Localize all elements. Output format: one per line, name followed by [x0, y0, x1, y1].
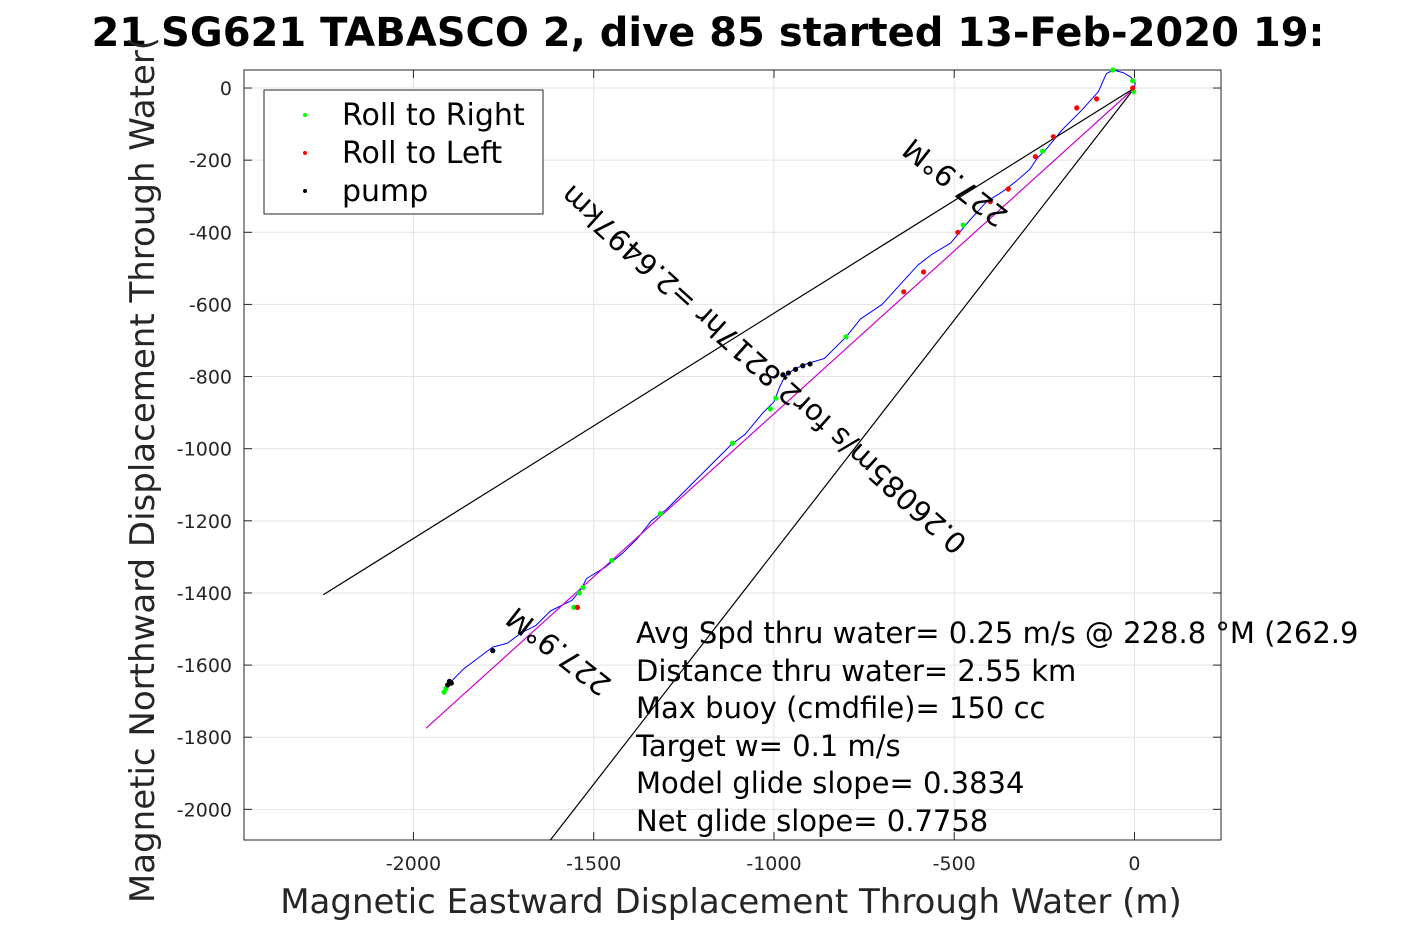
- y-tick-label: 0: [220, 78, 232, 100]
- pump-point: [780, 372, 786, 378]
- pump-point: [800, 363, 806, 369]
- x-tick-label: -1500: [566, 853, 621, 875]
- black-line-upper: [322, 87, 1135, 596]
- legend-marker-pump: [303, 189, 307, 193]
- y-axis-label: Magnetic Northward Displacement Through …: [123, 37, 163, 903]
- roll-to-right-point: [1130, 78, 1136, 84]
- roll-to-right-point: [657, 511, 663, 517]
- axes: [243, 69, 1222, 841]
- roll-to-right-point: [571, 604, 577, 610]
- pump-point: [490, 648, 496, 654]
- roll-to-right-point: [1110, 67, 1116, 73]
- stat-distance: Distance thru water= 2.55 km: [636, 654, 1076, 688]
- stat-avg-speed: Avg Spd thru water= 0.25 m/s @ 228.8 °M …: [636, 616, 1358, 650]
- roll-to-right-point: [773, 395, 779, 401]
- plot-area-frame: [243, 69, 1222, 841]
- roll-to-left-point: [1050, 134, 1056, 140]
- roll-to-left-point: [955, 229, 961, 235]
- roll-to-left-point: [1074, 105, 1080, 111]
- legend-marker-roll-left: [303, 151, 307, 155]
- roll-to-left-point: [1032, 153, 1038, 160]
- roll-to-left-point: [1130, 85, 1136, 91]
- roll-to-left-point: [574, 604, 581, 610]
- x-tick-label: -2000: [386, 853, 441, 875]
- chart-title: 21 SG621 TABASCO 2, dive 85 started 13-F…: [91, 10, 1324, 56]
- roll-to-left-point: [901, 289, 907, 295]
- roll-to-left-point: [920, 269, 927, 275]
- x-tick-label: -500: [933, 853, 976, 875]
- stat-model-glide-slope: Model glide slope= 0.3834: [636, 766, 1024, 800]
- stat-net-glide-slope: Net glide slope= 0.7758: [636, 804, 988, 838]
- roll-to-left-point: [1005, 186, 1011, 192]
- roll-to-right-point: [729, 440, 736, 446]
- x-tick-label: -1000: [746, 853, 801, 875]
- dive-statistics: Avg Spd thru water= 0.25 m/s @ 228.8 °M …: [635, 616, 1358, 838]
- grid: [244, 70, 1221, 840]
- legend-marker-roll-right: [303, 113, 307, 117]
- roll-to-right-point: [843, 334, 849, 340]
- y-tick-label: -1800: [177, 727, 232, 749]
- y-tick-label: -2000: [177, 799, 232, 821]
- stat-max-buoy: Max buoy (cmdfile)= 150 cc: [636, 691, 1045, 725]
- y-tick-label: -600: [189, 294, 232, 316]
- pump-point: [785, 370, 791, 376]
- y-tick-label: -1400: [177, 583, 232, 605]
- axis-ticks: -2000 -1500 -1000 -500 0 0 -200 -400 -600 -800 -10…: [177, 70, 1221, 875]
- roll-to-right-point: [580, 584, 586, 591]
- stat-target-w: Target w= 0.1 m/s: [635, 729, 901, 763]
- legend-label-pump: pump: [342, 174, 428, 209]
- legend-label-roll-left: Roll to Left: [342, 136, 502, 171]
- y-tick-label: -1200: [177, 511, 232, 533]
- y-tick-label: -200: [189, 150, 232, 172]
- roll-to-right-point: [767, 406, 773, 412]
- roll-to-right-point: [441, 689, 447, 695]
- roll-to-right-point: [576, 590, 582, 596]
- x-tick-label: 0: [1128, 853, 1140, 875]
- y-tick-label: -400: [189, 222, 232, 244]
- legend-box: [263, 89, 544, 215]
- chart-lines: [322, 69, 1136, 841]
- y-tick-label: -1600: [177, 655, 232, 677]
- pump-point: [807, 361, 813, 367]
- black-line-lower: [549, 87, 1135, 841]
- roll-to-left-point: [987, 199, 993, 205]
- y-tick-label: -800: [189, 367, 232, 389]
- x-axis-label: Magnetic Eastward Displacement Through W…: [280, 882, 1182, 922]
- pump-point: [792, 366, 799, 372]
- magenta-line: [425, 87, 1135, 729]
- legend: Roll to Right Roll to Left pump: [263, 89, 544, 215]
- roll-to-right-point: [1039, 148, 1046, 154]
- roll-to-right-point: [960, 222, 966, 228]
- roll-to-left-point: [1094, 96, 1100, 102]
- chart-markers: [441, 67, 1137, 695]
- pump-point: [445, 682, 451, 688]
- y-tick-label: -1000: [177, 439, 232, 461]
- roll-to-right-point: [609, 557, 615, 564]
- legend-label-roll-right: Roll to Right: [342, 98, 525, 133]
